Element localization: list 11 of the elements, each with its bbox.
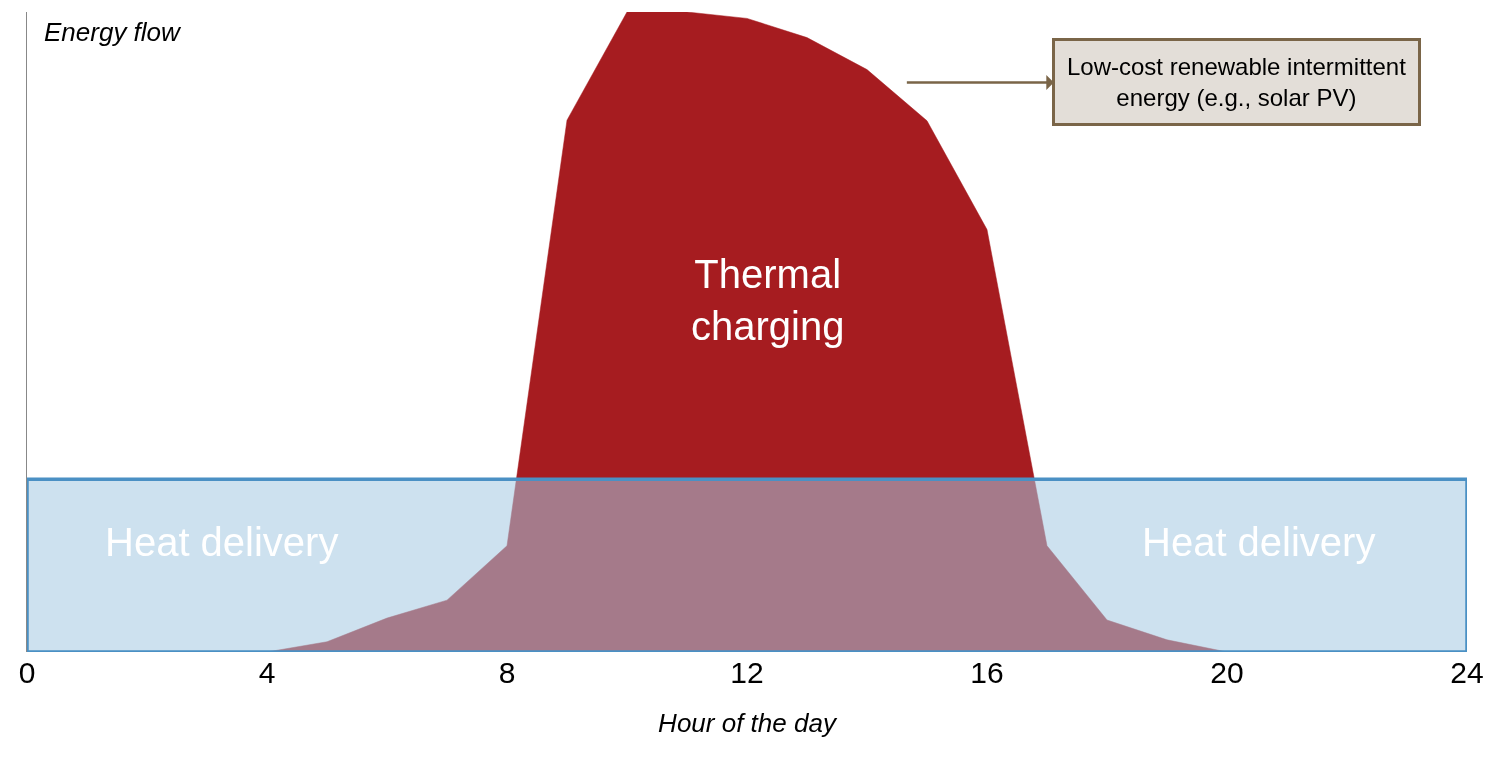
x-tick-label: 0: [18, 656, 36, 689]
x-axis-title: Hour of the day: [658, 707, 838, 738]
y-axis-title: Energy flow: [44, 17, 183, 47]
x-tick-label: 4: [258, 656, 276, 689]
x-tick-label: 20: [1210, 656, 1244, 689]
series-label: Thermal charging: [691, 252, 845, 348]
annotation: Low-cost renewable intermittent energy (e.g., solar PV): [1067, 53, 1407, 112]
x-tick-label: 24: [1450, 656, 1484, 689]
x-tick-label: 16: [970, 656, 1004, 689]
x-tick-label: 8: [498, 656, 516, 689]
x-tick-label: 12: [730, 656, 764, 689]
